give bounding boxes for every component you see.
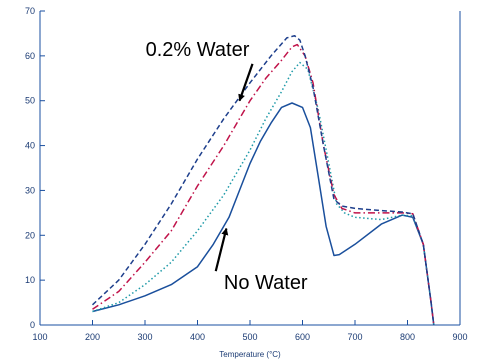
annotation-arrow [214, 227, 229, 272]
annotation-label: 0.2% Water [146, 39, 250, 61]
annotation-arrow [238, 63, 254, 102]
y-tick-label: 60 [25, 51, 35, 61]
annotations: 0.2% Water No Water [146, 39, 308, 294]
series-line-2 [92, 61, 435, 326]
x-axis-title: Temperature (°C) [219, 350, 281, 359]
y-tick-label: 30 [25, 185, 35, 195]
series-line-1 [92, 102, 435, 326]
annotation-label: No Water [224, 272, 308, 294]
y-tick-label: 20 [25, 230, 35, 240]
y-tick-label: 10 [25, 275, 35, 285]
x-tick-label: 300 [137, 332, 152, 342]
x-tick-label: 900 [452, 332, 467, 342]
y-tick-label: 0 [30, 320, 35, 330]
y-tick-label: 70 [25, 6, 35, 16]
x-tick-label: 800 [400, 332, 415, 342]
x-tick-label: 600 [295, 332, 310, 342]
x-tick-label: 100 [32, 332, 47, 342]
y-tick-label: 50 [25, 96, 35, 106]
x-tick-label: 700 [347, 332, 362, 342]
plot-area [91, 34, 435, 326]
axes: 0 10 20 30 40 50 60 70 100 200 300 400 500 600 700 800 9… [25, 6, 468, 342]
series-line-4 [91, 34, 435, 326]
y-tick-label: 40 [25, 141, 35, 151]
x-tick-label: 500 [242, 332, 257, 342]
x-tick-label: 200 [85, 332, 100, 342]
x-tick-label: 400 [190, 332, 205, 342]
